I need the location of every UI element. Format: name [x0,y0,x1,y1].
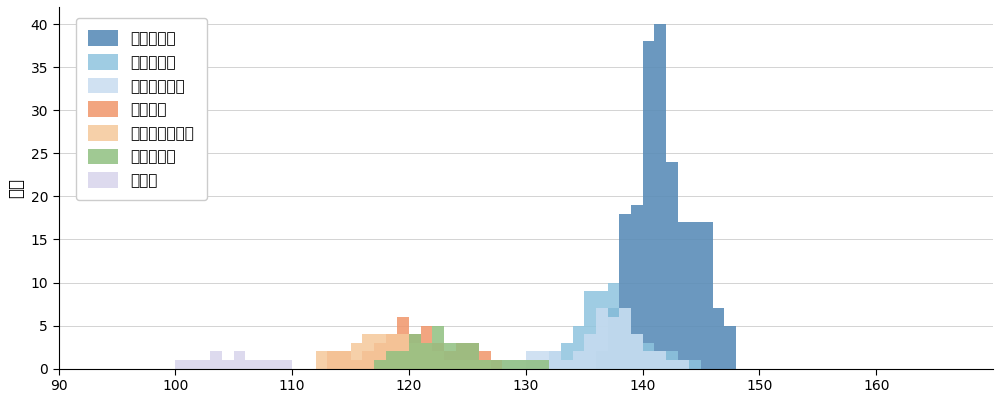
Polygon shape [59,334,993,369]
Legend: ストレート, ツーシーム, カットボール, フォーク, チェンジアップ, スライダー, カーブ: ストレート, ツーシーム, カットボール, フォーク, チェンジアップ, スライ… [76,18,207,200]
Polygon shape [59,317,993,369]
Polygon shape [59,282,993,369]
Polygon shape [59,352,993,369]
Polygon shape [59,308,993,369]
Polygon shape [59,24,993,369]
Polygon shape [59,326,993,369]
Y-axis label: 球数: 球数 [7,178,25,198]
